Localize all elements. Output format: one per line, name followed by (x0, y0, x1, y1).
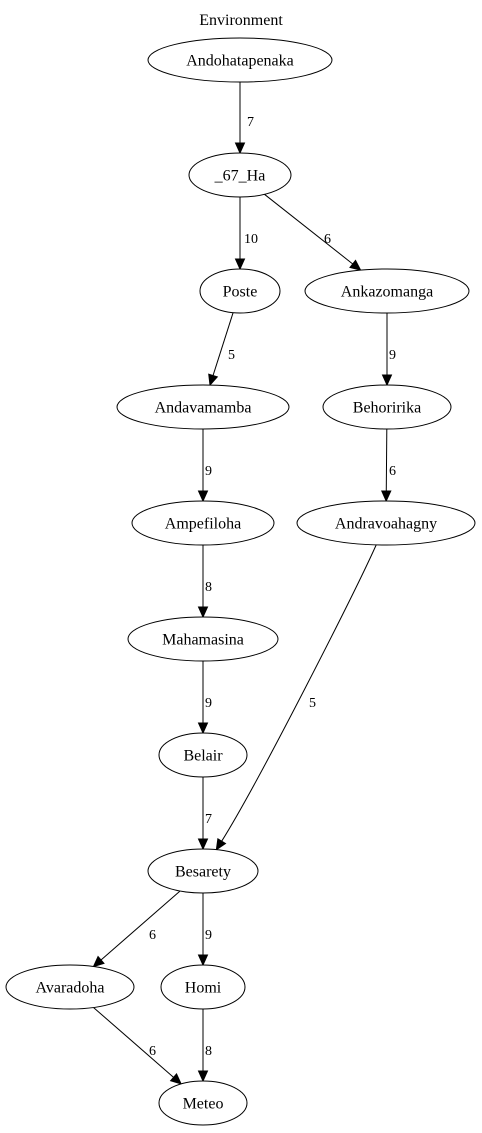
node-meteo: Meteo (158, 1080, 248, 1126)
edges-layer: 7 10 6 5 9 9 6 8 9 7 5 6 9 6 8 (92, 82, 396, 1085)
arrowhead-icon (381, 374, 393, 387)
edge-belair-to-besarety: 7 (197, 777, 212, 851)
arrowhead-icon (215, 837, 227, 851)
node-label: Avaradoha (36, 980, 105, 997)
node-label: Ankazomanga (341, 284, 433, 301)
edge-weight-label: 7 (205, 812, 212, 827)
node-label: Homi (185, 980, 222, 997)
edge-weight-label: 6 (149, 1044, 156, 1059)
edge-poste-to-andavamamba: 5 (208, 312, 235, 387)
node-ellipse (188, 152, 292, 198)
node-andravoahagny: Andravoahagny (296, 500, 476, 546)
edge-ampefiloha-to-mahamasina: 8 (197, 545, 212, 619)
edge-behoririka-to-andravoahagny: 6 (381, 428, 396, 503)
arrowhead-icon (208, 373, 219, 387)
edge-line (385, 428, 388, 492)
arrowhead-icon (197, 722, 209, 735)
edge-weight-label: 6 (324, 232, 331, 247)
arrowhead-icon (349, 259, 362, 271)
node-label: Besarety (175, 864, 231, 881)
graph-title: Environment (199, 12, 283, 29)
node-ellipse (322, 384, 452, 430)
edge-weight-label: 8 (205, 580, 212, 595)
node-ellipse (304, 268, 470, 314)
edge-weight-label: 9 (389, 348, 396, 363)
edge-weight-label: 6 (149, 928, 156, 943)
arrowhead-icon (197, 1070, 209, 1083)
node-ellipse (5, 964, 135, 1010)
node-ellipse (127, 616, 279, 662)
node-ellipse (131, 500, 275, 546)
node-label: Poste (223, 284, 258, 301)
node-ellipse (158, 732, 248, 778)
node-ellipse (199, 268, 281, 314)
node-label: Andohatapenaka (186, 53, 294, 70)
edge-line (100, 890, 181, 961)
node-ampefiloha: Ampefiloha (131, 500, 275, 546)
node-label: Meteo (183, 1096, 224, 1113)
arrowhead-icon (197, 954, 209, 967)
edge-weight-label: 5 (228, 348, 235, 363)
node-andohatapenaka: Andohatapenaka (147, 37, 333, 83)
node-homi: Homi (160, 964, 246, 1010)
nodes-layer: Andohatapenaka _67_Ha Poste Ankazomanga Anda… (5, 37, 476, 1126)
node-label: Ampefiloha (165, 516, 241, 533)
edge-67ha-to-poste: 10 (234, 197, 258, 271)
node-mahamasina: Mahamasina (127, 616, 279, 662)
node-label: Andavamamba (155, 400, 252, 417)
node-ellipse (160, 964, 246, 1010)
arrowhead-icon (169, 1073, 183, 1085)
arrowhead-icon (92, 955, 105, 968)
node-ellipse (147, 37, 333, 83)
edge-line (221, 544, 377, 842)
edge-weight-label: 9 (205, 464, 212, 479)
edge-ankazomanga-to-behoririka: 9 (381, 313, 396, 387)
edge-besarety-to-avaradoha: 6 (92, 890, 181, 968)
node-label: Behoririka (353, 400, 421, 417)
edge-homi-to-meteo: 8 (197, 1009, 212, 1083)
edge-line (93, 1007, 174, 1078)
edge-besarety-to-homi: 9 (197, 893, 212, 967)
edge-weight-label: 6 (389, 464, 396, 479)
edge-avaradoha-to-meteo: 6 (93, 1007, 183, 1085)
node-label: Mahamasina (162, 632, 244, 649)
edge-andavamamba-to-ampefiloha: 9 (197, 429, 212, 503)
node-67ha: _67_Ha (188, 152, 292, 198)
edge-andohatapenaka-to-67ha: 7 (234, 82, 254, 155)
node-andavamamba: Andavamamba (116, 384, 290, 430)
edge-weight-label: 9 (205, 696, 212, 711)
arrowhead-icon (234, 142, 246, 155)
arrowhead-icon (197, 490, 209, 503)
node-ankazomanga: Ankazomanga (304, 268, 470, 314)
edge-mahamasina-to-belair: 9 (197, 661, 212, 735)
arrowhead-icon (381, 490, 392, 503)
node-avaradoha: Avaradoha (5, 964, 135, 1010)
edge-weight-label: 7 (247, 115, 254, 130)
node-poste: Poste (199, 268, 281, 314)
edge-weight-label: 8 (205, 1044, 212, 1059)
node-label: Andravoahagny (335, 516, 437, 533)
edge-67ha-to-ankazomanga: 6 (264, 193, 362, 271)
edge-weight-label: 10 (244, 232, 258, 247)
node-ellipse (147, 848, 259, 894)
edge-weight-label: 9 (205, 928, 212, 943)
arrowhead-icon (197, 606, 209, 619)
edge-andravoahagny-to-besarety: 5 (215, 544, 377, 851)
node-label: Belair (183, 748, 223, 765)
edge-line (212, 312, 234, 376)
node-besarety: Besarety (147, 848, 259, 894)
arrowhead-icon (234, 258, 246, 271)
node-ellipse (296, 500, 476, 546)
edge-line (264, 193, 354, 265)
arrowhead-icon (197, 838, 209, 851)
node-belair: Belair (158, 732, 248, 778)
node-ellipse (116, 384, 290, 430)
node-behoririka: Behoririka (322, 384, 452, 430)
edge-weight-label: 5 (309, 696, 316, 711)
node-label: _67_Ha (214, 168, 266, 185)
node-ellipse (158, 1080, 248, 1126)
